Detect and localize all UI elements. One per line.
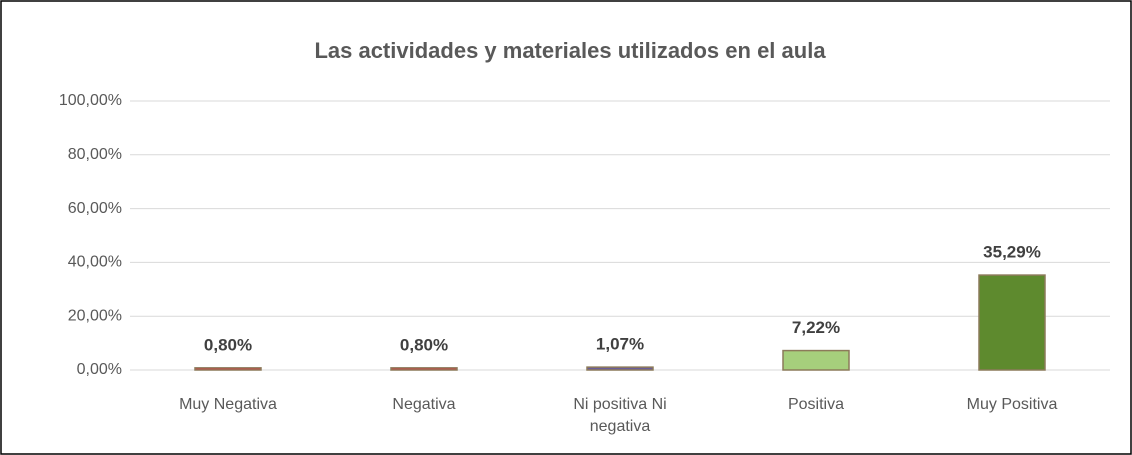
bar — [390, 367, 458, 371]
y-tick-label: 80,00% — [68, 146, 122, 163]
y-tick-label: 40,00% — [68, 254, 122, 271]
data-label: 7,22% — [792, 318, 840, 337]
data-label: 0,80% — [400, 335, 448, 354]
y-tick-label: 20,00% — [68, 307, 122, 324]
y-tick-label: 100,00% — [59, 92, 122, 109]
bar — [194, 367, 262, 371]
y-tick-label: 60,00% — [68, 200, 122, 217]
bar — [782, 349, 850, 371]
x-tick-label: Muy Positiva — [966, 396, 1058, 413]
bar — [586, 366, 654, 371]
bar — [978, 274, 1046, 371]
y-tick-label: 0,00% — [77, 361, 122, 378]
x-tick-label: Negativa — [392, 396, 456, 413]
data-label: 0,80% — [204, 335, 252, 354]
data-label: 1,07% — [596, 335, 644, 354]
data-label: 35,29% — [983, 243, 1041, 262]
chart-title: Las actividades y materiales utilizados … — [314, 38, 826, 63]
x-tick-label: Ni positiva Ni negativa — [573, 396, 667, 435]
x-tick-label: Muy Negativa — [179, 396, 277, 413]
x-tick-label: Positiva — [787, 396, 845, 413]
